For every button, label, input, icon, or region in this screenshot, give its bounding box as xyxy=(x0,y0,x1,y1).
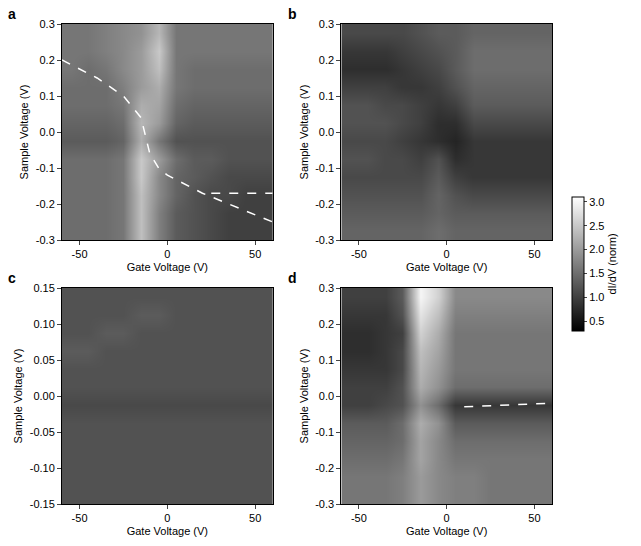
svg-text:-50: -50 xyxy=(72,512,88,524)
svg-text:Gate Voltage (V): Gate Voltage (V) xyxy=(127,261,208,273)
svg-text:0: 0 xyxy=(164,512,170,524)
svg-text:0: 0 xyxy=(164,248,170,260)
svg-text:1.0: 1.0 xyxy=(589,291,604,303)
svg-text:a: a xyxy=(8,6,16,22)
svg-text:Sample Voltage (V): Sample Voltage (V) xyxy=(298,85,310,180)
svg-text:50: 50 xyxy=(249,512,261,524)
svg-text:1.5: 1.5 xyxy=(589,267,604,279)
svg-text:Gate Voltage (V): Gate Voltage (V) xyxy=(406,525,487,537)
svg-text:c: c xyxy=(8,270,16,286)
svg-text:0.00: 0.00 xyxy=(33,390,54,402)
svg-text:b: b xyxy=(288,6,297,22)
svg-text:2.0: 2.0 xyxy=(589,243,604,255)
svg-text:-0.15: -0.15 xyxy=(30,498,55,510)
svg-text:Sample Voltage (V): Sample Voltage (V) xyxy=(18,85,30,180)
svg-text:-0.2: -0.2 xyxy=(315,462,334,474)
svg-text:0.5: 0.5 xyxy=(589,315,604,327)
svg-text:0.2: 0.2 xyxy=(319,54,334,66)
svg-text:0.1: 0.1 xyxy=(319,354,334,366)
svg-text:-0.1: -0.1 xyxy=(36,162,55,174)
svg-text:50: 50 xyxy=(528,248,540,260)
svg-text:0.10: 0.10 xyxy=(33,318,54,330)
svg-text:-0.10: -0.10 xyxy=(30,462,55,474)
svg-text:50: 50 xyxy=(249,248,261,260)
svg-text:0.3: 0.3 xyxy=(319,18,334,30)
svg-text:-0.3: -0.3 xyxy=(315,498,334,510)
svg-text:-0.3: -0.3 xyxy=(36,234,55,246)
svg-text:Sample Voltage (V): Sample Voltage (V) xyxy=(298,349,310,444)
svg-text:0.05: 0.05 xyxy=(33,354,54,366)
svg-text:-0.2: -0.2 xyxy=(36,198,55,210)
svg-text:-0.1: -0.1 xyxy=(315,162,334,174)
svg-text:2.5: 2.5 xyxy=(589,220,604,232)
svg-text:0.0: 0.0 xyxy=(319,126,334,138)
svg-text:-50: -50 xyxy=(351,248,367,260)
svg-text:0.3: 0.3 xyxy=(40,18,55,30)
svg-text:50: 50 xyxy=(528,512,540,524)
svg-text:Gate Voltage (V): Gate Voltage (V) xyxy=(406,261,487,273)
svg-text:0.0: 0.0 xyxy=(40,126,55,138)
svg-text:-0.2: -0.2 xyxy=(315,198,334,210)
svg-text:0.2: 0.2 xyxy=(40,54,55,66)
svg-text:3.0: 3.0 xyxy=(589,196,604,208)
svg-text:-50: -50 xyxy=(72,248,88,260)
svg-text:-0.3: -0.3 xyxy=(315,234,334,246)
svg-text:0.1: 0.1 xyxy=(319,90,334,102)
svg-text:dI/dV (norm): dI/dV (norm) xyxy=(606,233,618,294)
svg-text:0: 0 xyxy=(444,248,450,260)
svg-text:Sample Voltage (V): Sample Voltage (V) xyxy=(12,349,24,444)
svg-text:0.2: 0.2 xyxy=(319,318,334,330)
svg-text:d: d xyxy=(288,270,297,286)
svg-text:0.15: 0.15 xyxy=(33,282,54,294)
svg-text:-50: -50 xyxy=(351,512,367,524)
svg-text:-0.05: -0.05 xyxy=(30,426,55,438)
svg-text:Gate Voltage (V): Gate Voltage (V) xyxy=(127,525,208,537)
svg-text:0.1: 0.1 xyxy=(40,90,55,102)
svg-text:0.0: 0.0 xyxy=(319,390,334,402)
svg-text:0.3: 0.3 xyxy=(319,282,334,294)
svg-text:0: 0 xyxy=(444,512,450,524)
svg-text:-0.1: -0.1 xyxy=(315,426,334,438)
